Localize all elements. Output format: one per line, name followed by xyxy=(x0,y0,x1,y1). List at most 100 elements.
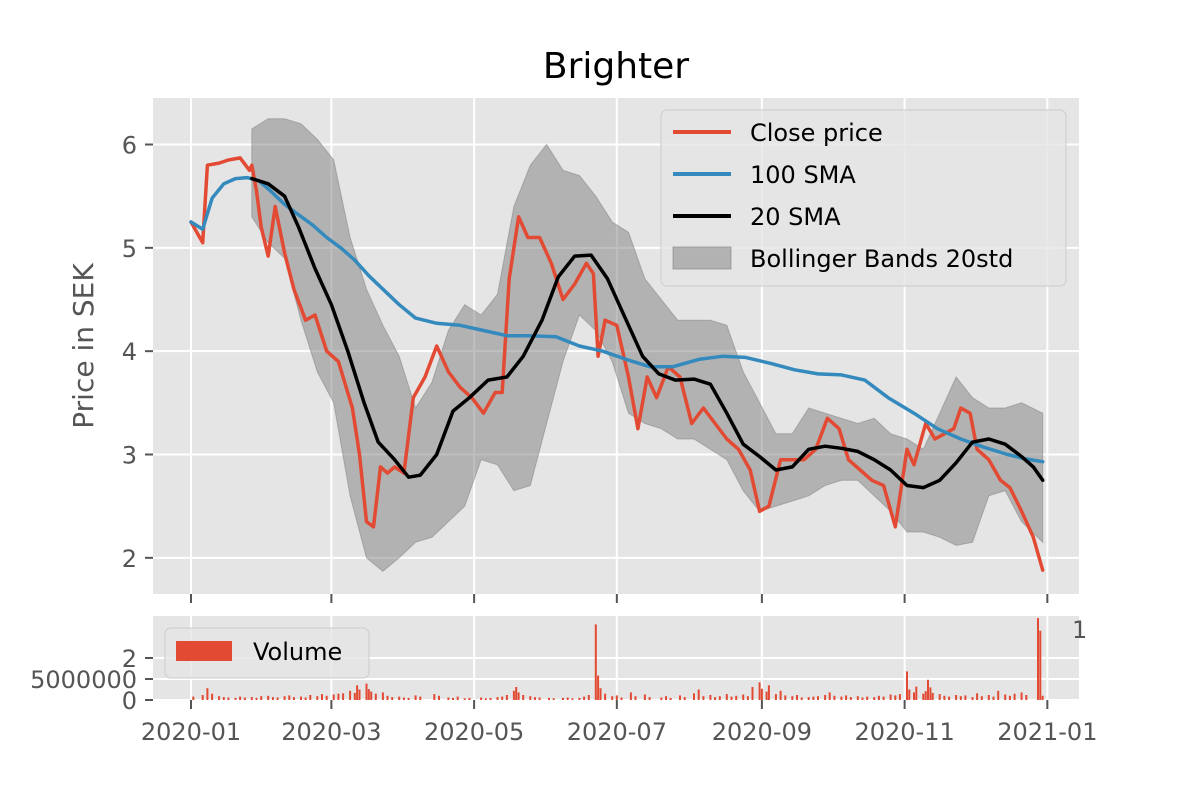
volume-bars xyxy=(192,618,1044,700)
volume-bar xyxy=(484,698,487,700)
close-price-line xyxy=(189,156,1045,572)
volume-bar xyxy=(604,693,607,700)
volume-bar xyxy=(948,696,951,700)
volume-bar xyxy=(856,696,859,700)
volume-bar xyxy=(913,692,915,700)
volume-bar xyxy=(894,695,897,700)
volume-bar xyxy=(693,693,695,700)
volume-bar xyxy=(1020,692,1023,700)
price-ytick-label: 3 xyxy=(122,442,137,470)
volume-bar xyxy=(321,694,323,700)
sma-20-line xyxy=(250,176,1045,490)
price-ytick-label: 5 xyxy=(122,235,137,263)
volume-bar xyxy=(779,690,782,700)
volume-bar xyxy=(398,696,401,700)
price-legend: Close price 100 SMA 20 SMA Bollinger Ban… xyxy=(660,109,1067,287)
volume-x-ticks: 2020-01 2020-03 2020-05 2020-07 2020-09 2020-… xyxy=(141,700,1097,746)
volume-bar xyxy=(849,697,852,700)
volume-bar xyxy=(433,694,436,700)
volume-bar xyxy=(746,696,749,700)
legend-volume-label: Volume xyxy=(253,638,342,666)
volume-bar xyxy=(976,693,979,700)
x-tick-label: 2020-03 xyxy=(281,718,381,746)
volume-bar xyxy=(522,695,525,700)
volume-bar xyxy=(828,692,831,700)
price-ytick-label: 4 xyxy=(122,338,137,366)
volume-bar xyxy=(594,624,597,700)
legend-bollinger-swatch xyxy=(672,246,732,270)
volume-bar xyxy=(353,692,356,700)
volume-bar xyxy=(611,696,614,700)
price-series-lines xyxy=(189,156,1045,572)
volume-bar xyxy=(332,694,335,700)
volume-bar xyxy=(566,697,569,700)
volume-bar xyxy=(599,688,602,700)
volume-bar xyxy=(882,696,885,700)
volume-bar xyxy=(924,691,927,700)
volume-bar xyxy=(908,689,911,700)
volume-bar xyxy=(877,695,880,700)
volume-bar xyxy=(845,695,848,700)
volume-bar xyxy=(817,696,819,700)
volume-bar xyxy=(533,697,536,700)
legend-close-price-label: Close price xyxy=(750,119,883,147)
x-tick-label: 2020-05 xyxy=(424,718,524,746)
volume-bar xyxy=(552,698,555,700)
volume-bar xyxy=(824,695,827,700)
volume-bar xyxy=(1041,695,1044,700)
volume-bar xyxy=(791,696,794,700)
volume-bar xyxy=(709,695,712,700)
volume-bar xyxy=(562,697,564,700)
volume-bar xyxy=(374,693,377,700)
volume-bar xyxy=(796,695,798,700)
legend-100-sma-label: 100 SMA xyxy=(750,161,856,189)
volume-bar xyxy=(697,689,700,700)
volume-bar xyxy=(873,697,876,700)
legend-bollinger-label: Bollinger Bands 20std xyxy=(750,245,1013,273)
volume-bar xyxy=(402,697,405,700)
volume-bar xyxy=(840,696,843,700)
volume-bar xyxy=(227,697,230,700)
volume-bar xyxy=(211,693,214,700)
volume-bar xyxy=(971,697,974,700)
volume-bar xyxy=(571,698,574,700)
price-x-ticks xyxy=(190,594,1049,603)
sma-100-line xyxy=(189,175,1045,464)
volume-bar xyxy=(260,696,263,700)
volume-bar xyxy=(1037,618,1039,700)
volume-bar xyxy=(201,695,204,700)
volume-bar xyxy=(515,687,518,700)
volume-bar xyxy=(702,696,705,700)
volume-bar xyxy=(742,694,745,700)
volume-legend-box xyxy=(164,627,370,679)
volume-bar xyxy=(583,696,586,700)
volume-bar xyxy=(192,696,195,700)
volume-panel-clip-mask xyxy=(1079,612,1200,646)
volume-ytick-label: 5000000 xyxy=(30,666,137,694)
volume-bar xyxy=(1004,694,1007,700)
volume-bar xyxy=(386,695,389,700)
volume-bar xyxy=(833,695,836,700)
volume-bar xyxy=(316,696,319,700)
volume-bar xyxy=(997,690,1000,700)
volume-bar xyxy=(774,694,777,700)
volume-bar xyxy=(765,691,768,700)
volume-bar xyxy=(309,695,312,700)
volume-bar xyxy=(927,679,929,700)
volume-bar xyxy=(1025,695,1028,700)
clipped-tick-fragment: 1 xyxy=(1072,616,1087,644)
volume-bar xyxy=(730,696,733,700)
volume-bar xyxy=(250,697,253,700)
volume-bar xyxy=(751,687,754,700)
price-axis-label: Price in SEK xyxy=(67,263,100,429)
price-ytick-label: 2 xyxy=(122,545,137,573)
volume-bar xyxy=(276,697,279,700)
volume-bar xyxy=(735,695,738,700)
volume-bar xyxy=(452,697,454,700)
volume-bar xyxy=(987,695,990,700)
volume-bar xyxy=(489,697,492,700)
volume-bar xyxy=(367,689,370,700)
volume-bar xyxy=(866,696,869,700)
